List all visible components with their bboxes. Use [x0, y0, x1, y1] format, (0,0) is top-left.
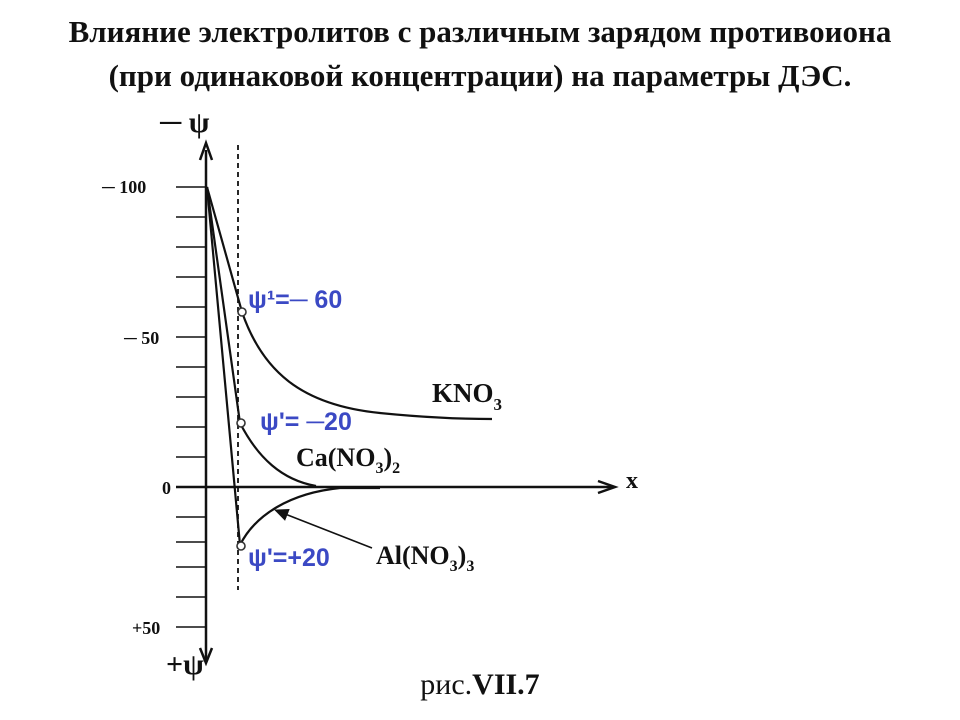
alno3-pointer-arrow — [274, 508, 373, 549]
alno3-curve — [205, 186, 380, 549]
y-axis-ticks — [176, 186, 206, 628]
y-axis-top-label: ─ ψ — [159, 106, 210, 139]
title-line-1: Влияние электролитов с различным зарядом… — [68, 14, 892, 49]
cano3-curve — [205, 186, 317, 488]
caption-prefix: рис. — [420, 668, 473, 701]
tick-label-50: ─ 50 — [123, 328, 159, 348]
kno3-marker — [237, 307, 247, 317]
slide-title: Влияние электролитов с различным зарядом… — [0, 10, 960, 98]
x-axis-arrow — [597, 479, 619, 495]
alno3-label: Al(NO3)3 — [376, 541, 474, 575]
cano3-marker — [236, 418, 246, 428]
x-axis-label: x — [626, 468, 638, 494]
tick-label-100: ─ 100 — [101, 177, 146, 197]
psi-alno3-annotation: ψ'=+20 — [248, 544, 330, 572]
caption-number: VII.7 — [472, 668, 540, 701]
tick-label-plus-50: +50 — [132, 618, 160, 638]
y-axis-top-arrow — [198, 139, 214, 161]
figure-caption: рис.VII.7 — [0, 668, 960, 702]
cano3-label: Ca(NO3)2 — [296, 443, 400, 477]
alno3-marker — [236, 541, 246, 551]
y-axis-bottom-label: +ψ — [166, 648, 204, 681]
y-axis-bottom-arrow — [198, 647, 214, 667]
kno3-label: KNO3 — [432, 378, 502, 414]
title-line-2: (при одинаковой концентрации) на парамет… — [108, 58, 852, 93]
psi-cano3-annotation: ψ'= ─20 — [260, 408, 352, 436]
kno3-curve — [205, 186, 493, 421]
tick-label-0: 0 — [162, 478, 171, 498]
intersection-markers — [236, 307, 247, 551]
psi-kno3-annotation: ψ¹=─ 60 — [248, 286, 342, 314]
